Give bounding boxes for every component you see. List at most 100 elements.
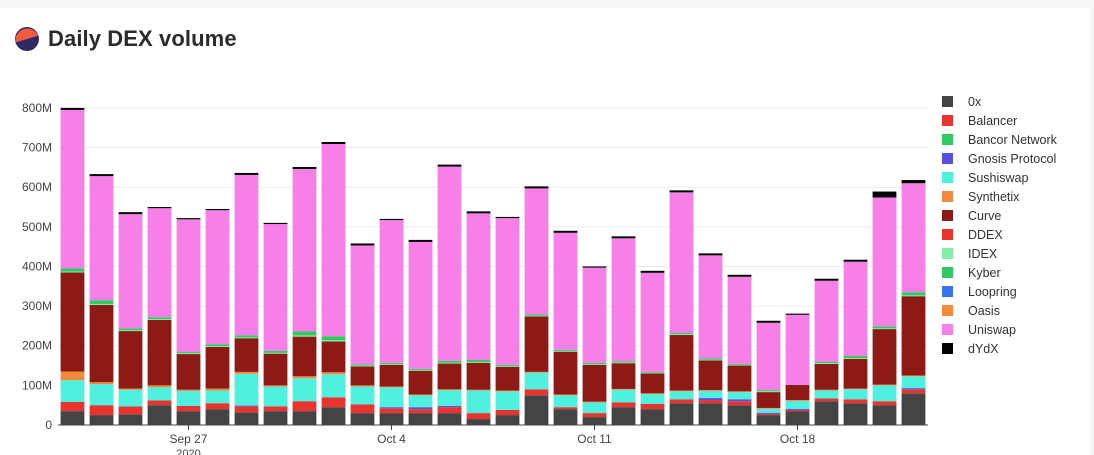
bar-segment-idex[interactable]	[263, 352, 288, 354]
bar-stack[interactable]	[727, 274, 752, 425]
bar-segment-kyber[interactable]	[350, 364, 375, 366]
bar-segment-kyber[interactable]	[321, 336, 346, 341]
bar-segment-0x[interactable]	[89, 415, 114, 425]
bar-segment-gnosis-protocol[interactable]	[756, 412, 781, 414]
bar-segment-synthetix[interactable]	[292, 376, 317, 379]
bar-segment-balancer[interactable]	[408, 409, 433, 414]
bar-segment-curve[interactable]	[901, 296, 926, 376]
bar-segment-gnosis-protocol[interactable]	[437, 405, 462, 408]
bar-segment-synthetix[interactable]	[89, 382, 114, 385]
bar-stack[interactable]	[669, 190, 694, 425]
bar-segment-sushiswap[interactable]	[785, 400, 810, 409]
bar-segment-dydx[interactable]	[524, 186, 549, 189]
bar-segment-kyber[interactable]	[698, 358, 723, 360]
bar-segment-sushiswap[interactable]	[408, 395, 433, 408]
bar-segment-sushiswap[interactable]	[640, 394, 665, 404]
bar-stack[interactable]	[321, 142, 346, 425]
bar-segment-kyber[interactable]	[234, 335, 259, 338]
bar-segment-synthetix[interactable]	[321, 372, 346, 375]
bar-stack[interactable]	[118, 212, 143, 425]
legend-item-curve[interactable]: Curve	[942, 206, 1057, 225]
bar-segment-dydx[interactable]	[727, 274, 752, 277]
bar-segment-uniswap[interactable]	[640, 272, 665, 372]
bar-segment-uniswap[interactable]	[843, 261, 868, 357]
bar-segment-dydx[interactable]	[640, 270, 665, 273]
bar-segment-uniswap[interactable]	[263, 224, 288, 351]
bar-segment-idex[interactable]	[89, 304, 114, 305]
bar-segment-curve[interactable]	[408, 370, 433, 395]
bar-segment-balancer[interactable]	[466, 413, 491, 420]
bar-segment-kyber[interactable]	[292, 331, 317, 336]
bar-segment-kyber[interactable]	[582, 362, 607, 364]
bar-segment-synthetix[interactable]	[727, 391, 752, 393]
bar-segment-curve[interactable]	[263, 353, 288, 386]
bar-segment-idex[interactable]	[814, 363, 839, 364]
legend-item-kyber[interactable]: Kyber	[942, 263, 1057, 282]
bar-segment-uniswap[interactable]	[234, 174, 259, 336]
bar-segment-idex[interactable]	[698, 359, 723, 361]
bar-stack[interactable]	[147, 207, 172, 425]
bar-segment-balancer[interactable]	[495, 409, 520, 416]
bar-segment-kyber[interactable]	[118, 328, 143, 331]
bar-segment-sushiswap[interactable]	[379, 387, 404, 408]
bar-segment-idex[interactable]	[466, 361, 491, 363]
bar-segment-0x[interactable]	[843, 403, 868, 425]
bar-segment-idex[interactable]	[727, 364, 752, 366]
bar-segment-sushiswap[interactable]	[118, 389, 143, 407]
bar-segment-dydx[interactable]	[669, 190, 694, 193]
bar-segment-curve[interactable]	[785, 384, 810, 401]
bar-segment-dydx[interactable]	[611, 236, 636, 239]
bar-segment-curve[interactable]	[669, 335, 694, 391]
bar-segment-curve[interactable]	[727, 365, 752, 392]
bar-segment-0x[interactable]	[582, 417, 607, 425]
bar-segment-kyber[interactable]	[379, 362, 404, 364]
bar-segment-synthetix[interactable]	[350, 385, 375, 387]
bar-segment-0x[interactable]	[408, 413, 433, 425]
bar-stack[interactable]	[843, 259, 868, 425]
bar-segment-synthetix[interactable]	[669, 390, 694, 392]
bar-segment-0x[interactable]	[901, 393, 926, 425]
bar-segment-idex[interactable]	[147, 319, 172, 320]
bar-segment-uniswap[interactable]	[176, 219, 201, 353]
bar-segment-0x[interactable]	[727, 405, 752, 425]
bar-segment-kyber[interactable]	[843, 356, 868, 359]
bar-segment-uniswap[interactable]	[379, 220, 404, 363]
bar-segment-uniswap[interactable]	[408, 241, 433, 369]
bar-segment-idex[interactable]	[60, 271, 85, 273]
legend-item-sushiswap[interactable]: Sushiswap	[942, 168, 1057, 187]
bar-segment-0x[interactable]	[640, 409, 665, 425]
bar-segment-balancer[interactable]	[872, 401, 897, 406]
bar-segment-synthetix[interactable]	[872, 384, 897, 386]
bar-stack[interactable]	[60, 107, 85, 425]
bar-segment-synthetix[interactable]	[176, 389, 201, 391]
bar-segment-uniswap[interactable]	[611, 238, 636, 362]
bar-segment-0x[interactable]	[292, 411, 317, 425]
bar-segment-dydx[interactable]	[408, 239, 433, 242]
bar-segment-0x[interactable]	[379, 413, 404, 425]
bar-segment-idex[interactable]	[437, 362, 462, 364]
bar-segment-balancer[interactable]	[379, 408, 404, 414]
bar-segment-sushiswap[interactable]	[437, 390, 462, 406]
bar-segment-uniswap[interactable]	[437, 166, 462, 361]
bar-segment-synthetix[interactable]	[843, 388, 868, 390]
bar-segment-dydx[interactable]	[553, 230, 578, 233]
bar-segment-sushiswap[interactable]	[814, 390, 839, 399]
bar-segment-uniswap[interactable]	[582, 267, 607, 363]
bar-segment-dydx[interactable]	[176, 218, 201, 220]
bar-segment-curve[interactable]	[495, 366, 520, 391]
bar-segment-kyber[interactable]	[901, 292, 926, 296]
bar-segment-uniswap[interactable]	[785, 314, 810, 385]
bar-segment-balancer[interactable]	[234, 406, 259, 413]
bar-segment-curve[interactable]	[437, 363, 462, 390]
bar-stack[interactable]	[814, 278, 839, 425]
bar-segment-curve[interactable]	[814, 363, 839, 390]
bar-segment-dydx[interactable]	[901, 180, 926, 184]
bar-segment-curve[interactable]	[698, 360, 723, 391]
bar-segment-kyber[interactable]	[60, 268, 85, 272]
bar-segment-balancer[interactable]	[669, 399, 694, 404]
bar-segment-0x[interactable]	[118, 414, 143, 425]
bar-segment-curve[interactable]	[118, 331, 143, 389]
bar-stack[interactable]	[176, 218, 201, 425]
bar-segment-kyber[interactable]	[669, 333, 694, 335]
bar-segment-kyber[interactable]	[263, 350, 288, 353]
